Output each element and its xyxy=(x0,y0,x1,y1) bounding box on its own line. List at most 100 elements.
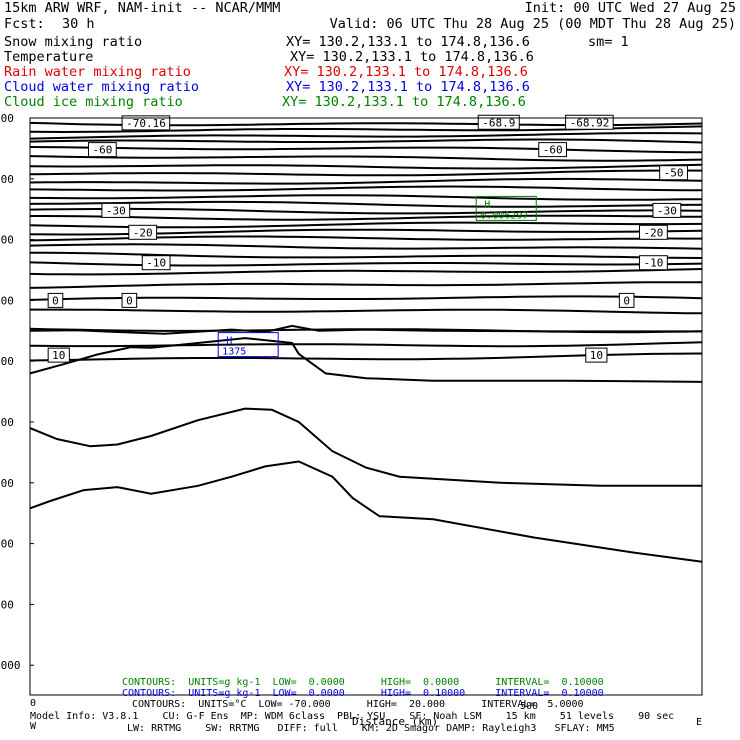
forecast-label: Fcst: xyxy=(4,16,45,32)
isotherm-line xyxy=(29,268,703,276)
isotherm-line xyxy=(30,308,703,315)
y-tick-label: 400 xyxy=(0,294,14,307)
contour-labels: -70.16 -68.9 -68.92 -60 -60 -50 -30 -30 -20 -20 -1… xyxy=(47,114,688,363)
contour-label-box xyxy=(477,114,520,130)
contour-label: 10 xyxy=(52,349,65,362)
contour-label-box xyxy=(87,142,117,158)
isotherm-line xyxy=(29,281,703,289)
west-marker: W xyxy=(30,721,37,732)
y-tick-label: 600 xyxy=(0,416,14,429)
isotherm-line xyxy=(29,295,703,301)
terrain-lines xyxy=(29,324,703,563)
east-marker: E xyxy=(696,717,703,728)
isotherm-line xyxy=(29,207,703,215)
contour-info-cloud-ice: CONTOURS: UNITS=g kg-1 LOW= 0.0000 HIGH=… xyxy=(122,677,604,688)
contour-label-box xyxy=(121,115,171,131)
terrain-line xyxy=(29,407,702,487)
contour-label-box xyxy=(565,114,614,130)
isotherm-line xyxy=(29,194,703,201)
contour-info-cloud-water: CONTOURS: UNITS=g kg-1 LOW= 0.0000 HIGH=… xyxy=(122,688,604,699)
isotherm-line xyxy=(29,146,703,154)
isotherm-line xyxy=(29,138,703,144)
isotherm-line xyxy=(29,243,703,250)
isotherm-line xyxy=(29,261,703,267)
contour-label: -68.9 xyxy=(482,116,515,129)
contour-label: 0 xyxy=(623,294,630,307)
contour-label: 0 xyxy=(126,294,133,307)
contour-label-box xyxy=(47,347,70,363)
contour-label: -10 xyxy=(644,257,664,270)
y-tick-label: 1000 xyxy=(0,659,21,672)
contour-label-box xyxy=(659,165,688,181)
contour-info-temperature: CONTOURS: UNITS=°C LOW= -70.000 HIGH= 20… xyxy=(132,699,584,710)
isotherm-line xyxy=(29,185,703,192)
isotherm-line xyxy=(29,341,703,348)
contour-label: -70.16 xyxy=(126,117,166,130)
contour-label: -20 xyxy=(644,226,664,239)
y-tick-label: 900 xyxy=(0,598,14,611)
contour-label-box xyxy=(128,224,158,240)
isotherm-line xyxy=(29,132,703,140)
isotherm-line xyxy=(29,251,703,259)
contour-label: -60 xyxy=(92,144,112,157)
field-xy-temperature: XY= 130.2,133.1 to 174.8,136.6 xyxy=(290,49,534,65)
field-name-temperature: Temperature xyxy=(4,49,94,65)
isotherm-line xyxy=(30,214,703,221)
field-name-cloud-ice: Cloud ice mixing ratio xyxy=(4,94,183,110)
y-tick-label: 100 xyxy=(0,112,14,125)
field-xy-snow: XY= 130.2,133.1 to 174.8,136.6 xyxy=(286,34,530,50)
terrain-line xyxy=(29,337,703,383)
model-physics: LW: RRTMG SW: RRTMG DIFF: full KM: 2D Sm… xyxy=(127,723,615,734)
y-tick-label: 200 xyxy=(0,173,14,186)
contour-label: 0 xyxy=(52,294,59,307)
maximum-value: 0.006297 xyxy=(480,210,528,221)
maximum-box xyxy=(475,195,537,221)
contour-label-box xyxy=(585,347,608,363)
contour-label: -30 xyxy=(657,204,677,217)
forecast-hour: 30 h xyxy=(62,16,95,32)
field-xy-cloud-ice: XY= 130.2,133.1 to 174.8,136.6 xyxy=(282,94,526,110)
contour-label: -10 xyxy=(146,257,166,270)
isotherm-line xyxy=(29,169,703,177)
contour-label-box xyxy=(639,255,668,271)
maximum-box xyxy=(217,332,279,358)
contour-label-box xyxy=(652,202,682,218)
terrain-line xyxy=(29,324,702,335)
contour-label: -30 xyxy=(106,204,126,217)
field-name-cloud-water: Cloud water mixing ratio xyxy=(4,79,200,95)
isotherm-line xyxy=(29,200,703,208)
contour-label-box xyxy=(538,142,568,158)
temperature-contours xyxy=(29,121,703,362)
plot-frame xyxy=(29,117,703,696)
x-axis-label: Distance (km) xyxy=(352,715,439,728)
contour-label-box xyxy=(101,202,131,218)
maximum-value: 1375 xyxy=(222,347,246,358)
valid-time: Valid: 06 UTC Thu 28 Aug 25 (00 MDT Thu … xyxy=(329,16,736,32)
contour-label: -20 xyxy=(133,226,153,239)
contour-label: -50 xyxy=(664,167,684,180)
x-tick-0: 0 xyxy=(30,698,36,709)
init-time: Init: 00 UTC Wed 27 Aug 25 xyxy=(524,0,736,16)
maximum-letter: H xyxy=(226,336,232,347)
contour-label-box xyxy=(618,292,635,308)
contour-label-box xyxy=(141,255,171,271)
model-info: Model Info: V3.8.1 CU: G-F Ens MP: WDM 6… xyxy=(30,711,675,722)
contour-label-box xyxy=(47,292,64,308)
field-name-snow: Snow mixing ratio xyxy=(4,34,143,50)
maximum-letter: H xyxy=(484,199,490,210)
y-tick-label: 500 xyxy=(0,355,14,368)
contour-label-box xyxy=(639,224,668,240)
y-tick-label: 800 xyxy=(0,538,14,551)
contour-label: -60 xyxy=(543,144,563,157)
terrain-line xyxy=(29,460,703,563)
y-tick-label: 700 xyxy=(0,477,14,490)
contour-label: 10 xyxy=(590,349,603,362)
isotherm-line xyxy=(29,177,703,185)
field-name-rain: Rain water mixing ratio xyxy=(4,64,191,80)
isotherm-line xyxy=(29,163,703,170)
field-xy-cloud-water: XY= 130.2,133.1 to 174.8,136.6 xyxy=(286,79,530,95)
pressure-axis: 100 200 300 400 500 600 700 800 900 1000 xyxy=(0,112,34,672)
contour-label: -68.92 xyxy=(570,116,610,129)
